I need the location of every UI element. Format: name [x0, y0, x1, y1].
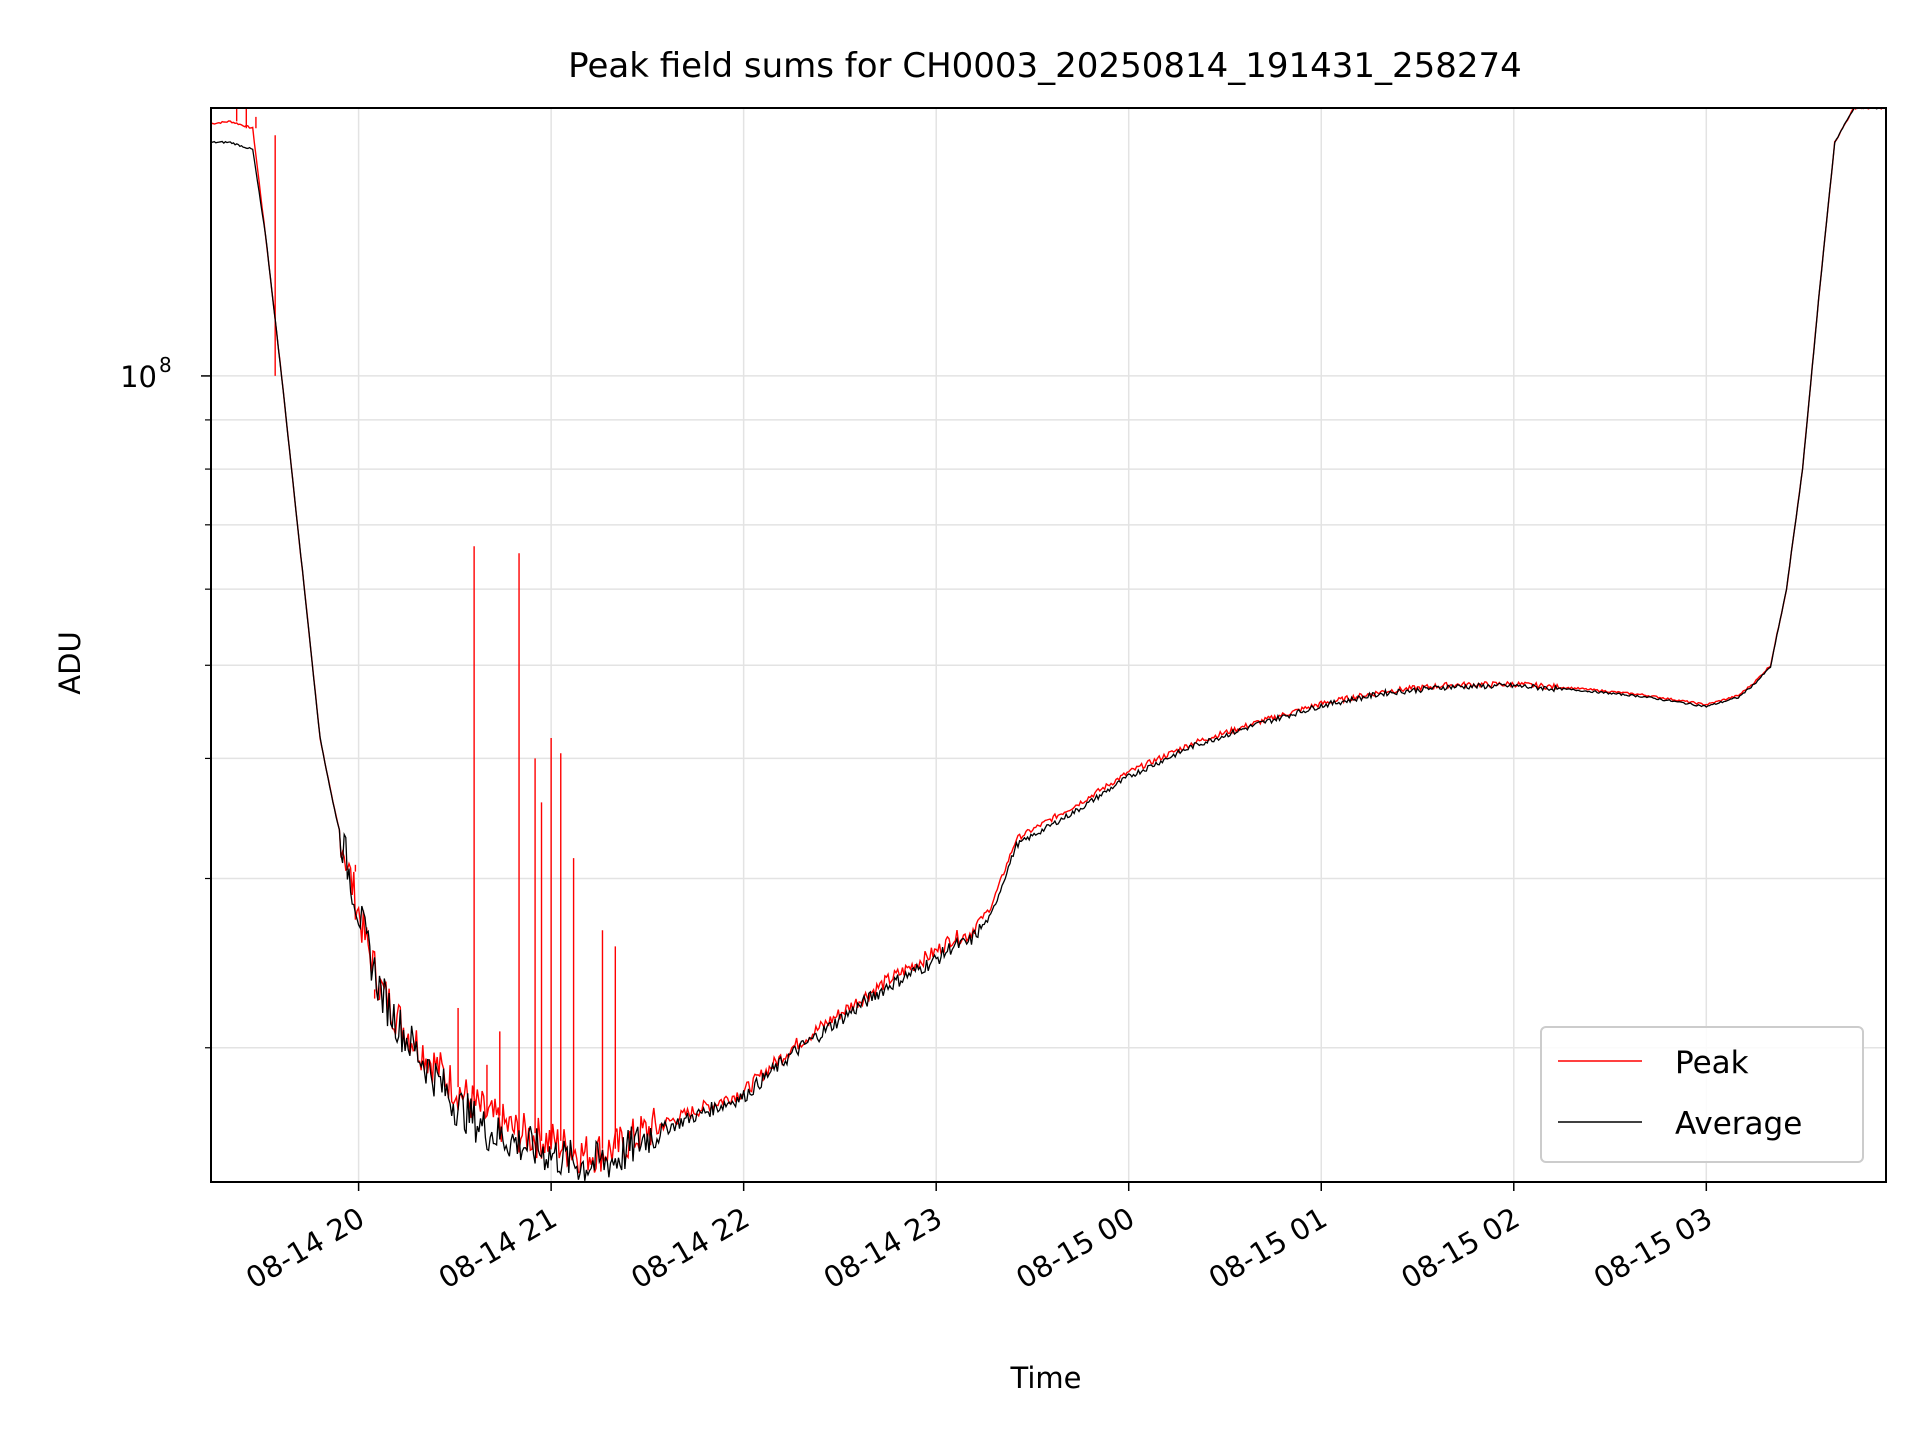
- x-axis-label: Time: [1010, 1361, 1082, 1395]
- plot-frame: [210, 107, 1887, 1183]
- series-line-average: [211, 108, 1886, 1181]
- series-layer: [211, 108, 1886, 1181]
- legend: Peak Average: [1540, 1026, 1864, 1163]
- grid-layer: [211, 108, 1886, 1182]
- y-axis-label: ADU: [53, 631, 87, 694]
- legend-label-average: Average: [1675, 1106, 1802, 1142]
- chart-title: Peak field sums for CH0003_20250814_1914…: [568, 46, 1522, 86]
- y-tick-label: 10: [120, 360, 157, 394]
- legend-label-peak: Peak: [1675, 1045, 1749, 1081]
- y-tick-label-exponent: 8: [159, 353, 172, 377]
